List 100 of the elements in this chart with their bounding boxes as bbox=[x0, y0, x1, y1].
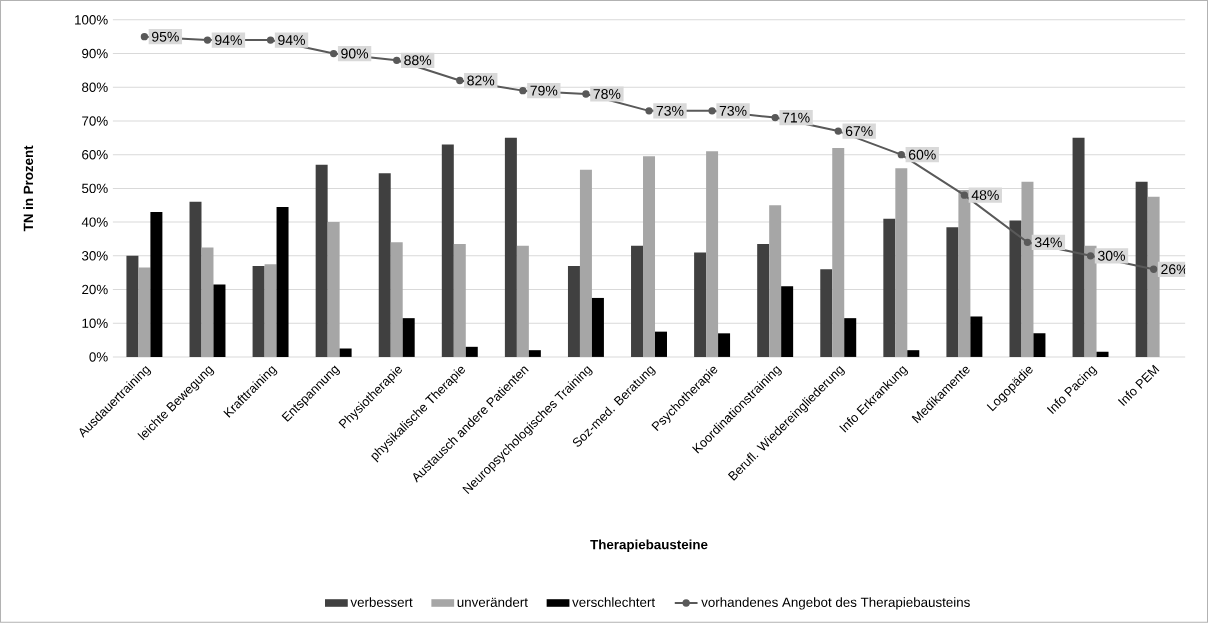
point bbox=[456, 76, 464, 85]
bar bbox=[1072, 137, 1085, 358]
data-label: 60% bbox=[908, 149, 936, 160]
point bbox=[393, 56, 401, 65]
bar bbox=[769, 205, 782, 358]
point bbox=[266, 36, 275, 44]
bar bbox=[579, 169, 592, 358]
bar bbox=[528, 350, 541, 358]
point bbox=[771, 114, 779, 122]
data-label: 73% bbox=[656, 105, 684, 116]
legend-label: verbessert bbox=[350, 597, 413, 608]
y-axis-title: TN in Prozent bbox=[23, 145, 34, 232]
bar bbox=[643, 156, 656, 358]
bar bbox=[631, 245, 644, 358]
y-tick-label: 10% bbox=[82, 318, 108, 329]
point bbox=[203, 36, 212, 44]
bar bbox=[832, 148, 845, 358]
bar bbox=[465, 346, 478, 358]
bar bbox=[201, 247, 214, 358]
data-label: 48% bbox=[971, 190, 999, 201]
bar bbox=[706, 151, 719, 358]
bar bbox=[264, 264, 277, 358]
data-label: 95% bbox=[152, 31, 179, 42]
bar bbox=[327, 222, 340, 358]
bar bbox=[390, 242, 403, 358]
bar bbox=[213, 284, 226, 358]
bar bbox=[591, 298, 604, 358]
bar bbox=[150, 212, 163, 358]
bar bbox=[252, 265, 265, 358]
data-label: 34% bbox=[1034, 237, 1062, 248]
data-label: 79% bbox=[530, 85, 558, 96]
bar bbox=[126, 255, 139, 358]
bar bbox=[946, 227, 959, 358]
bar bbox=[138, 267, 151, 358]
data-label: 94% bbox=[215, 35, 242, 46]
bar bbox=[1084, 245, 1097, 358]
legend-label: verschlechtert bbox=[572, 597, 655, 608]
data-label: 67% bbox=[845, 126, 873, 137]
point bbox=[960, 191, 969, 199]
point bbox=[329, 49, 338, 58]
bar bbox=[694, 252, 707, 358]
bar bbox=[516, 245, 529, 358]
point bbox=[140, 33, 149, 41]
data-label: 94% bbox=[278, 35, 306, 46]
y-tick-label: 80% bbox=[82, 82, 108, 93]
bar bbox=[402, 318, 415, 358]
point bbox=[1023, 238, 1032, 247]
legend-label: vorhandenes Angebot des Therapiebausteins bbox=[701, 597, 970, 610]
y-tick-label: 60% bbox=[82, 150, 108, 160]
bar bbox=[276, 207, 289, 358]
bar bbox=[844, 318, 857, 358]
bar bbox=[1021, 181, 1034, 358]
legend-label: unverändert bbox=[457, 597, 528, 608]
bar bbox=[189, 201, 202, 358]
point bbox=[897, 151, 905, 159]
y-tick-label: 100% bbox=[75, 15, 108, 25]
data-label: 71% bbox=[782, 112, 810, 123]
data-label: 73% bbox=[719, 105, 747, 116]
data-label: 30% bbox=[1098, 250, 1125, 261]
bar bbox=[907, 350, 920, 358]
bar bbox=[1096, 351, 1109, 358]
point bbox=[1086, 252, 1095, 260]
bar bbox=[1009, 220, 1022, 358]
y-tick-label: 30% bbox=[81, 251, 108, 261]
bar bbox=[339, 348, 352, 358]
y-tick-label: 20% bbox=[82, 284, 108, 295]
bar bbox=[441, 144, 454, 358]
bar bbox=[958, 190, 971, 358]
bar bbox=[895, 168, 908, 358]
data-label: 90% bbox=[341, 48, 369, 59]
point bbox=[834, 127, 842, 135]
bar bbox=[315, 164, 328, 358]
bar bbox=[970, 316, 983, 358]
bar bbox=[1033, 333, 1046, 358]
point bbox=[582, 90, 590, 98]
bar bbox=[655, 331, 667, 358]
bar bbox=[378, 173, 391, 358]
y-tick-label: 50% bbox=[82, 183, 108, 194]
y-tick-label: 0% bbox=[89, 352, 108, 362]
y-tick-label: 40% bbox=[81, 217, 108, 227]
point bbox=[1149, 265, 1158, 274]
bar bbox=[718, 333, 731, 358]
point bbox=[645, 107, 653, 115]
bar bbox=[781, 286, 794, 358]
x-axis-title: Therapiebausteine bbox=[590, 539, 708, 552]
bar bbox=[757, 244, 770, 358]
bar bbox=[453, 244, 466, 358]
bar bbox=[1147, 196, 1160, 358]
data-label: 88% bbox=[404, 55, 432, 66]
bar bbox=[883, 218, 896, 358]
y-tick-label: 90% bbox=[82, 48, 108, 59]
bar bbox=[1135, 181, 1148, 358]
bar bbox=[504, 137, 517, 358]
point bbox=[519, 87, 527, 95]
data-label: 82% bbox=[467, 75, 495, 86]
bar bbox=[820, 269, 833, 358]
data-label: 78% bbox=[593, 89, 621, 100]
point bbox=[708, 107, 716, 115]
bar bbox=[567, 265, 580, 358]
y-tick-label: 70% bbox=[82, 116, 108, 126]
